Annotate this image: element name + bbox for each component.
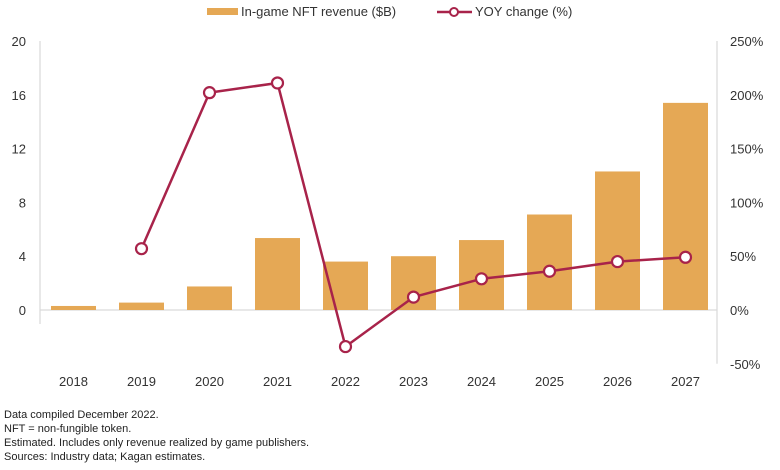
y-right-tick-label: 150% xyxy=(730,142,764,157)
yoy-marker xyxy=(542,264,557,278)
y-left-tick-label: 4 xyxy=(19,249,26,264)
y-right-tick-label: 0% xyxy=(730,303,749,318)
bar xyxy=(595,171,640,310)
x-tick-label: 2019 xyxy=(127,374,156,389)
bar xyxy=(119,302,164,310)
bar xyxy=(187,286,232,310)
legend-bar-swatch xyxy=(207,8,238,15)
y-left-tick-label: 0 xyxy=(19,303,26,318)
bar xyxy=(663,102,708,311)
yoy-marker xyxy=(474,272,489,286)
y-right-tick-label: 100% xyxy=(730,195,764,210)
yoy-marker xyxy=(338,339,353,354)
x-tick-label: 2018 xyxy=(59,374,88,389)
bar xyxy=(51,305,96,310)
y-right-tick-label: 50% xyxy=(730,249,756,264)
legend: In-game NFT revenue ($B) YOY change (%) xyxy=(207,4,572,19)
x-tick-label: 2020 xyxy=(195,374,224,389)
legend-line-marker xyxy=(449,7,459,17)
legend-bar-label: In-game NFT revenue ($B) xyxy=(241,4,396,19)
y-left-tick-label: 20 xyxy=(12,34,26,49)
tick-labels: 20 16 12 8 4 0 250% 200% 150% 100% 50% 0% -50% 2018 20… xyxy=(12,34,764,389)
chart: In-game NFT revenue ($B) YOY change (%) … xyxy=(12,4,764,389)
bar xyxy=(255,238,300,310)
yoy-marker xyxy=(678,250,693,264)
x-tick-label: 2025 xyxy=(535,374,564,389)
x-tick-label: 2021 xyxy=(263,374,292,389)
yoy-line xyxy=(134,76,693,354)
y-right-tick-label: 250% xyxy=(730,34,764,49)
bar xyxy=(527,214,572,310)
legend-line-label: YOY change (%) xyxy=(475,4,572,19)
x-tick-label: 2023 xyxy=(399,374,428,389)
y-left-tick-label: 12 xyxy=(12,142,26,157)
y-right-tick-label: -50% xyxy=(730,357,761,372)
footnote-sources: Sources: Industry data; Kagan estimates. xyxy=(4,451,206,463)
yoy-marker xyxy=(270,76,285,90)
x-tick-label: 2026 xyxy=(603,374,632,389)
yoy-marker xyxy=(202,86,217,100)
x-tick-label: 2027 xyxy=(671,374,700,389)
y-left-tick-label: 16 xyxy=(12,88,26,103)
x-tick-label: 2022 xyxy=(331,374,360,389)
footnotes: Data compiled December 2022. NFT = non-f… xyxy=(4,408,309,464)
footnote-nft: NFT = non-fungible token. xyxy=(4,423,132,435)
footnote-compiled: Data compiled December 2022. xyxy=(4,409,159,421)
y-right-tick-label: 200% xyxy=(730,88,764,103)
yoy-marker xyxy=(610,254,625,269)
x-tick-label: 2024 xyxy=(467,374,496,389)
yoy-marker xyxy=(134,242,149,256)
yoy-marker xyxy=(406,290,421,304)
bars xyxy=(51,102,708,311)
footnote-estimated: Estimated. Includes only revenue realize… xyxy=(4,437,310,449)
y-left-tick-label: 8 xyxy=(19,195,26,210)
